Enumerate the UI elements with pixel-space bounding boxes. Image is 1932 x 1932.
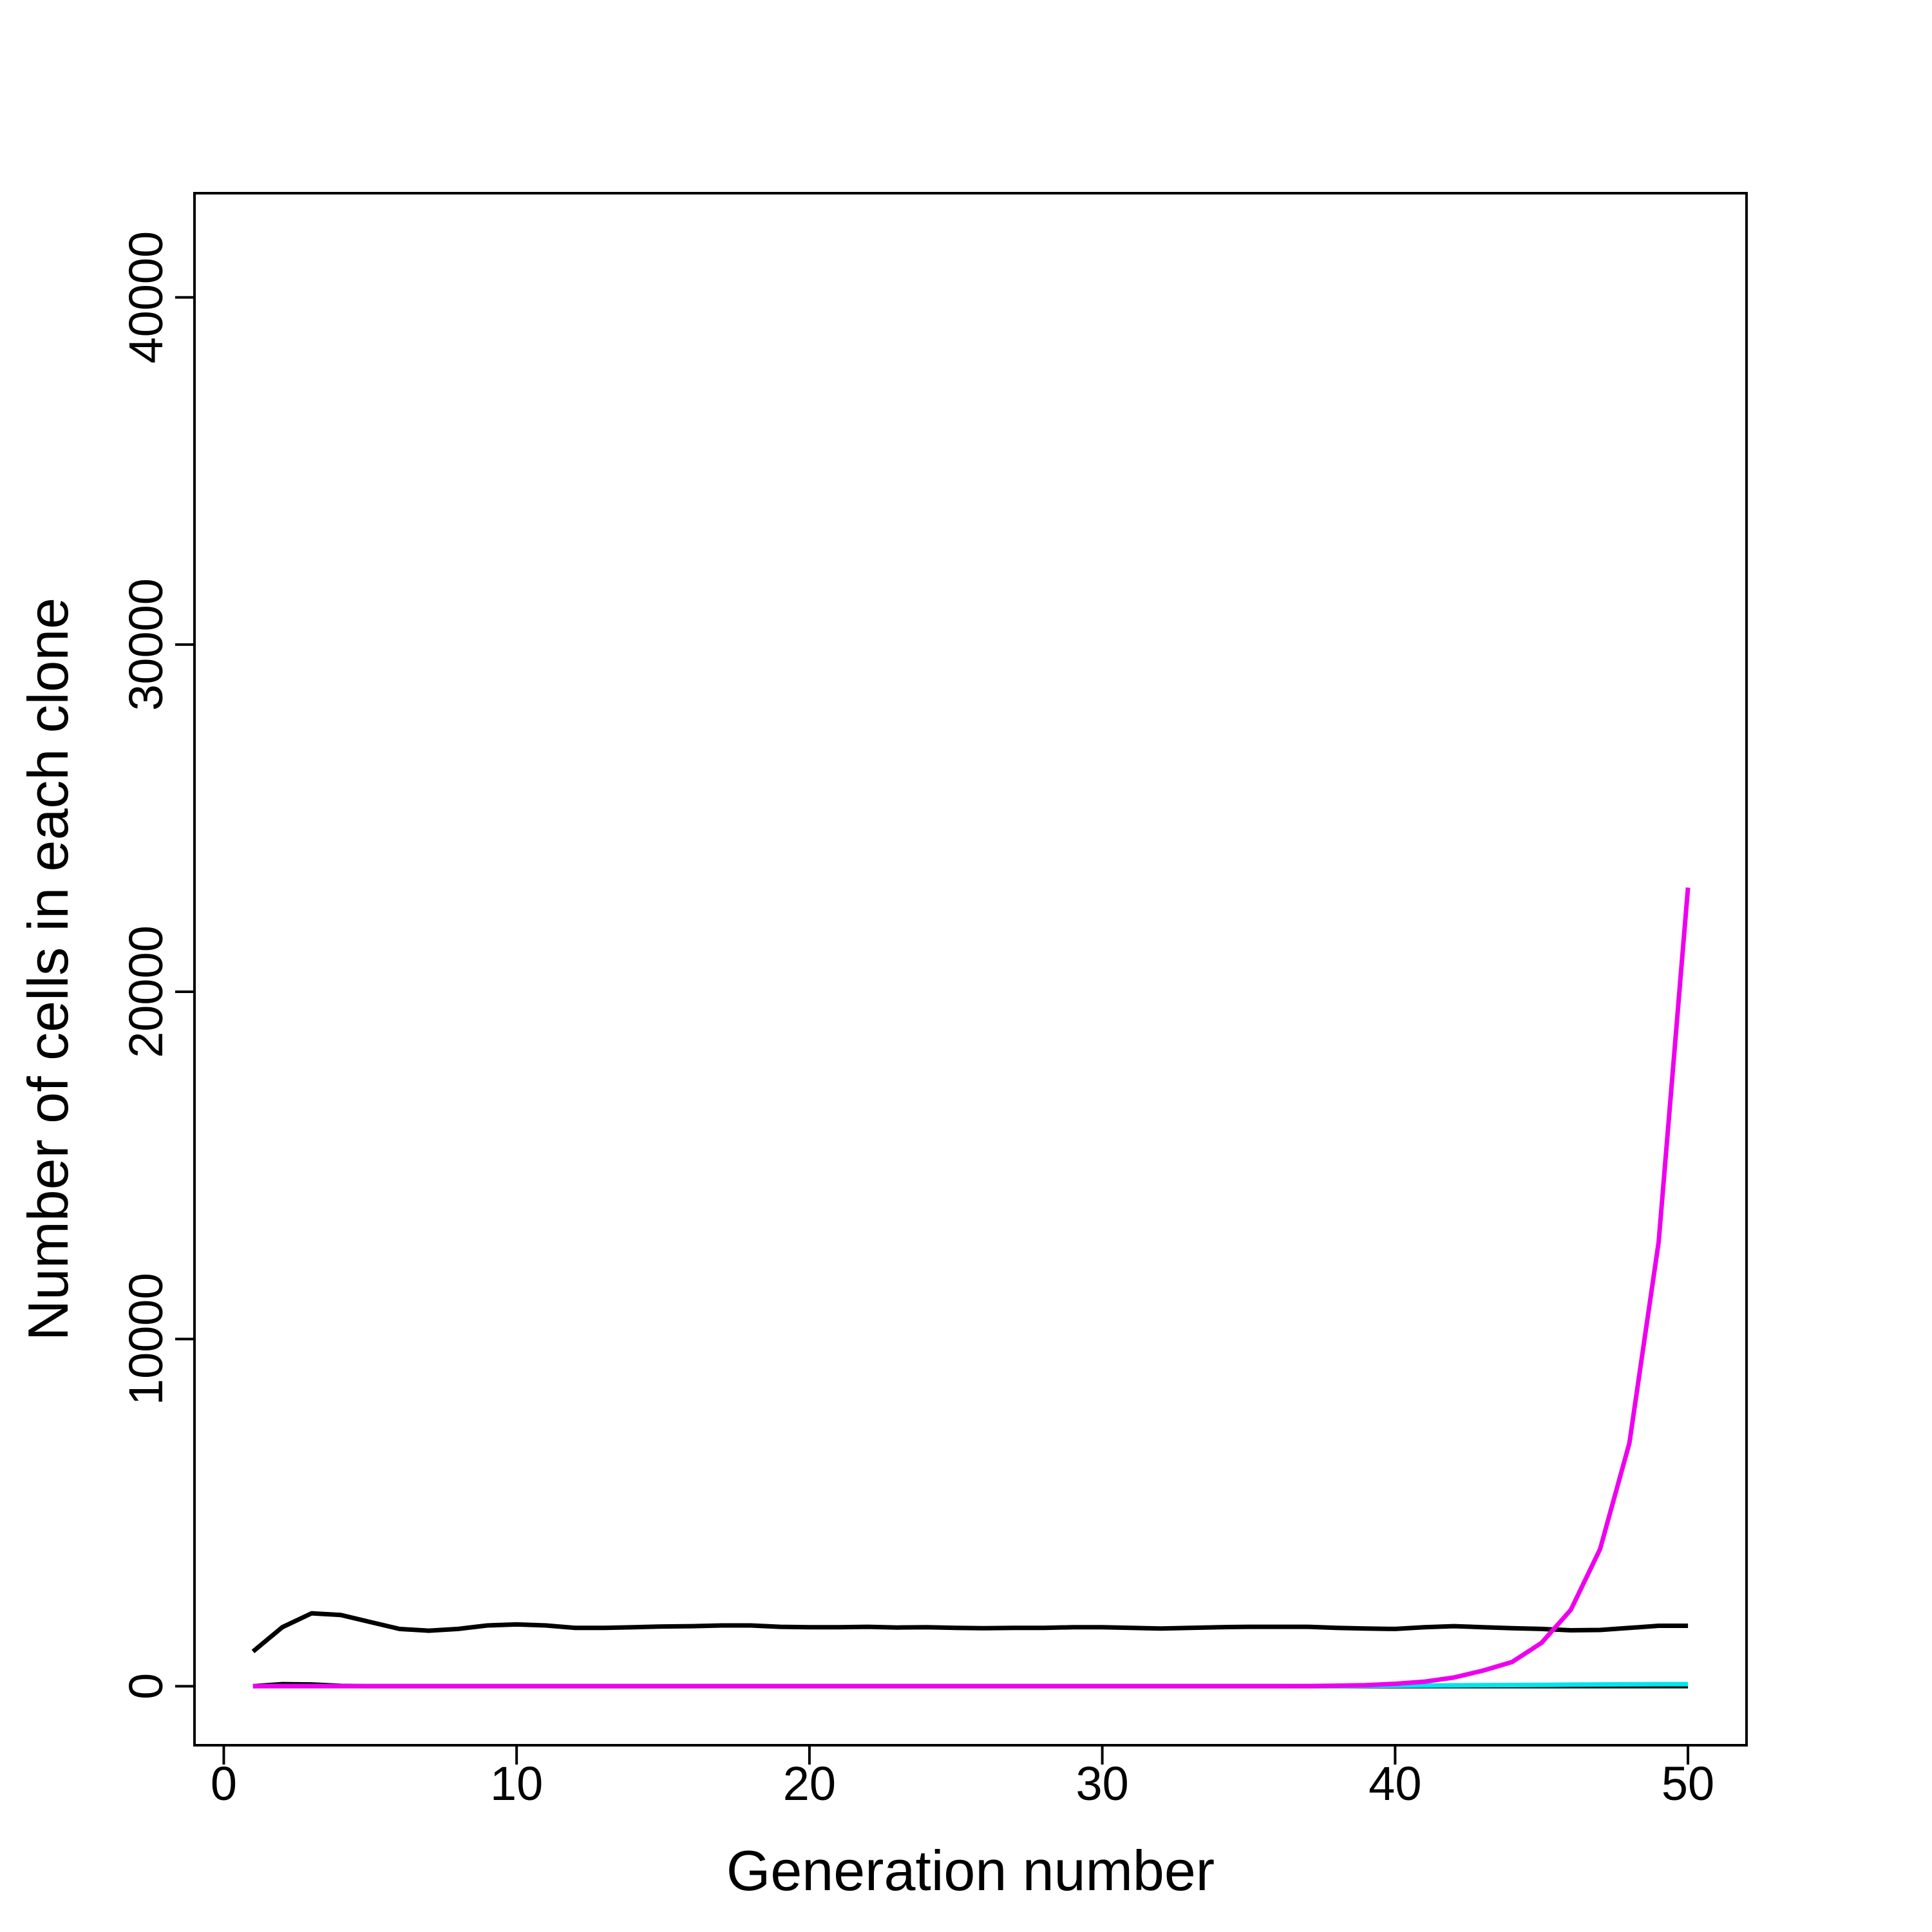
x-tick-label: 10 [490, 1757, 543, 1810]
x-axis: 0 10 20 30 40 50 [211, 1744, 1714, 1810]
x-tick-label: 30 [1075, 1757, 1128, 1810]
x-tick-label: 0 [211, 1757, 237, 1810]
series-line-4 [252, 887, 1690, 1689]
y-tick-label: 30000 [119, 578, 173, 711]
series-line-1 [251, 1611, 1689, 1654]
x-tick-label: 50 [1662, 1757, 1714, 1810]
y-tick-label: 10000 [119, 1273, 173, 1405]
x-axis-title: Generation number [726, 1839, 1215, 1902]
x-tick-label: 20 [783, 1757, 836, 1810]
y-axis: 0 10000 20000 30000 40000 [119, 231, 196, 1700]
x-tick-label: 40 [1368, 1757, 1421, 1810]
y-axis-title: Number of cells in each clone [16, 598, 80, 1341]
series-layer [251, 887, 1690, 1689]
y-tick-label: 40000 [119, 231, 173, 364]
y-tick-label: 20000 [119, 925, 173, 1058]
y-tick-label: 0 [119, 1673, 173, 1700]
